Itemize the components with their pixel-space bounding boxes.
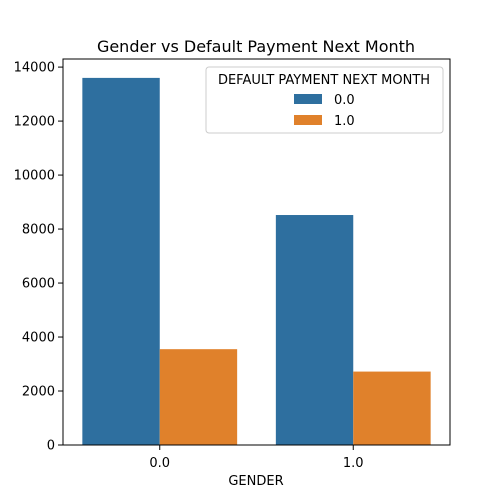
bar-gender-1.0-default-0.0	[275, 215, 354, 445]
y-tick-label: 8000	[22, 223, 55, 238]
bars-group	[82, 77, 431, 445]
y-tick-label: 0	[47, 439, 55, 454]
plot-frame	[62, 58, 451, 446]
x-tick-label: 1.0	[343, 456, 364, 471]
legend-swatch-1.0	[294, 115, 322, 125]
y-tick-label: 12000	[14, 115, 55, 130]
legend: DEFAULT PAYMENT NEXT MONTH 0.01.0	[205, 66, 444, 134]
legend-label-0.0: 0.0	[334, 93, 355, 108]
legend-label-1.0: 1.0	[334, 114, 355, 129]
x-tick-label: 0.0	[149, 456, 170, 471]
y-tick-label: 2000	[22, 385, 55, 400]
legend-swatch-0.0	[294, 94, 322, 104]
x-axis: 0.0 1.0	[149, 445, 364, 471]
y-tick-label: 10000	[14, 169, 55, 184]
legend-entries: 0.01.0	[294, 93, 355, 129]
y-tick-label: 14000	[14, 61, 55, 76]
bar-gender-0.0-default-1.0	[159, 349, 238, 445]
bar-gender-0.0-default-0.0	[82, 77, 160, 445]
legend-box	[205, 66, 444, 134]
y-tick-label: 6000	[22, 277, 55, 292]
y-axis: 0 2000 4000 6000 8000 10000 12000 14000	[14, 61, 63, 454]
bar-gender-1.0-default-1.0	[353, 371, 431, 445]
x-axis-label: GENDER	[228, 474, 283, 489]
y-tick-label: 4000	[22, 331, 55, 346]
chart-title: Gender vs Default Payment Next Month	[97, 37, 415, 56]
legend-title: DEFAULT PAYMENT NEXT MONTH	[218, 73, 430, 88]
